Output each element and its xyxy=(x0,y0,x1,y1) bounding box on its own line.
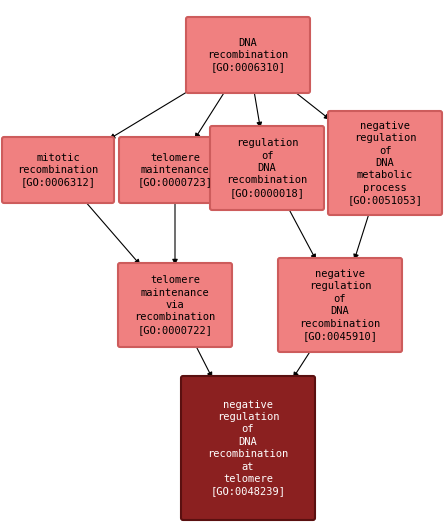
FancyBboxPatch shape xyxy=(328,111,442,215)
Text: negative
regulation
of
DNA
recombination
[GO:0045910]: negative regulation of DNA recombination… xyxy=(299,269,381,341)
FancyBboxPatch shape xyxy=(186,17,310,93)
FancyBboxPatch shape xyxy=(119,137,231,203)
Text: mitotic
recombination
[GO:0006312]: mitotic recombination [GO:0006312] xyxy=(17,152,99,187)
FancyBboxPatch shape xyxy=(118,263,232,347)
FancyBboxPatch shape xyxy=(278,258,402,352)
Text: DNA
recombination
[GO:0006310]: DNA recombination [GO:0006310] xyxy=(207,38,289,72)
FancyBboxPatch shape xyxy=(181,376,315,520)
Text: regulation
of
DNA
recombination
[GO:0000018]: regulation of DNA recombination [GO:0000… xyxy=(226,138,308,198)
Text: telomere
maintenance
[GO:0000723]: telomere maintenance [GO:0000723] xyxy=(138,152,212,187)
Text: negative
regulation
of
DNA
metabolic
process
[GO:0051053]: negative regulation of DNA metabolic pro… xyxy=(347,121,422,205)
FancyBboxPatch shape xyxy=(2,137,114,203)
Text: telomere
maintenance
via
recombination
[GO:0000722]: telomere maintenance via recombination [… xyxy=(135,275,215,335)
FancyBboxPatch shape xyxy=(210,126,324,210)
Text: negative
regulation
of
DNA
recombination
at
telomere
[GO:0048239]: negative regulation of DNA recombination… xyxy=(207,399,289,496)
